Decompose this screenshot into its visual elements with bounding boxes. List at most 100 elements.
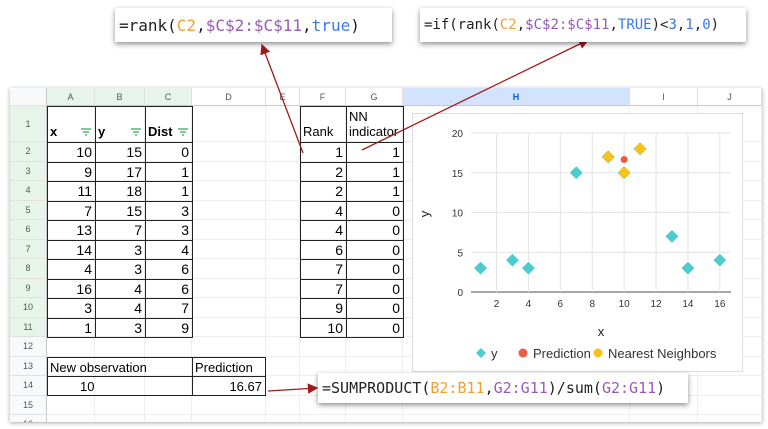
grid-cell[interactable] xyxy=(192,106,266,142)
grid-cell[interactable] xyxy=(192,142,266,162)
cell-rank[interactable]: 4 xyxy=(300,200,347,221)
grid-cell[interactable] xyxy=(346,298,403,318)
grid-cell[interactable] xyxy=(95,220,145,240)
grid-cell[interactable] xyxy=(192,181,266,201)
grid-cell[interactable] xyxy=(192,161,266,181)
grid-cell[interactable] xyxy=(346,200,403,220)
grid-cell[interactable] xyxy=(145,317,192,337)
new-observation-label[interactable]: New observation xyxy=(47,356,193,377)
cell-nn[interactable]: 0 xyxy=(346,259,404,280)
cell-rank[interactable]: 2 xyxy=(300,181,347,202)
cell-rank[interactable]: 7 xyxy=(300,278,347,299)
row-header-6[interactable]: 6 xyxy=(10,220,47,240)
row-header-7[interactable]: 7 xyxy=(10,239,47,259)
grid-cell[interactable] xyxy=(300,181,346,201)
cell-rank[interactable]: 1 xyxy=(300,142,347,163)
grid-cell[interactable] xyxy=(192,337,266,357)
cell-rank[interactable]: 4 xyxy=(300,220,347,241)
grid-cell[interactable] xyxy=(266,200,300,220)
grid-cell[interactable] xyxy=(145,395,192,415)
cell-y[interactable]: 17 xyxy=(95,161,146,182)
grid-cell[interactable] xyxy=(95,395,145,415)
header-cell-nn[interactable]: NN indicator xyxy=(346,106,404,143)
grid-cell[interactable] xyxy=(192,220,266,240)
row-header-8[interactable]: 8 xyxy=(10,259,47,279)
cell-x[interactable]: 1 xyxy=(47,317,96,338)
grid-cell[interactable] xyxy=(192,200,266,220)
row-header-1[interactable]: 1 xyxy=(10,106,47,142)
grid-cell[interactable] xyxy=(47,317,95,337)
grid-cell[interactable] xyxy=(95,278,145,298)
cell-x[interactable]: 13 xyxy=(47,220,96,241)
header-cell-dist[interactable]: Dist xyxy=(145,106,193,143)
column-header-D[interactable]: D xyxy=(192,88,266,106)
row-header-3[interactable]: 3 xyxy=(10,161,47,181)
cell-nn[interactable]: 0 xyxy=(346,317,404,338)
grid-cell[interactable] xyxy=(145,161,192,181)
grid-cell[interactable] xyxy=(95,161,145,181)
cell-nn[interactable]: 0 xyxy=(346,220,404,241)
grid-cell[interactable] xyxy=(47,239,95,259)
grid-cell[interactable] xyxy=(300,317,346,337)
cell-nn[interactable]: 1 xyxy=(346,181,404,202)
grid-cell[interactable] xyxy=(266,376,300,396)
cell-x[interactable]: 10 xyxy=(47,142,96,163)
row-header-9[interactable]: 9 xyxy=(10,278,47,298)
cell-dist[interactable]: 9 xyxy=(145,317,193,338)
grid-cell[interactable] xyxy=(300,259,346,279)
grid-cell[interactable] xyxy=(300,106,346,142)
cell-nn[interactable]: 0 xyxy=(346,278,404,299)
grid-cell[interactable] xyxy=(47,200,95,220)
grid-cell[interactable] xyxy=(300,200,346,220)
grid-cell[interactable] xyxy=(266,415,300,422)
cell-nn[interactable]: 1 xyxy=(346,161,404,182)
grid-cell[interactable] xyxy=(47,220,95,240)
grid-cell[interactable] xyxy=(47,298,95,318)
grid-cell[interactable] xyxy=(145,220,192,240)
select-all-corner[interactable] xyxy=(10,88,47,106)
row-header-4[interactable]: 4 xyxy=(10,181,47,201)
cell-y[interactable]: 3 xyxy=(95,239,146,260)
cell-dist[interactable]: 6 xyxy=(145,278,193,299)
cell-rank[interactable]: 7 xyxy=(300,259,347,280)
grid-cell[interactable] xyxy=(346,259,403,279)
grid-cell[interactable] xyxy=(192,317,266,337)
cell-nn[interactable]: 0 xyxy=(346,200,404,221)
grid-cell[interactable] xyxy=(192,259,266,279)
grid-cell[interactable] xyxy=(145,200,192,220)
grid-cell[interactable] xyxy=(145,356,192,376)
row-header-11[interactable]: 11 xyxy=(10,317,47,337)
grid-cell[interactable] xyxy=(47,278,95,298)
prediction-label[interactable]: Prediction xyxy=(192,356,266,377)
header-cell-rank[interactable]: Rank xyxy=(300,106,347,143)
cell-nn[interactable]: 0 xyxy=(346,239,404,260)
grid-cell[interactable] xyxy=(266,181,300,201)
grid-cell[interactable] xyxy=(266,337,300,357)
grid-cell[interactable] xyxy=(145,259,192,279)
grid-cell[interactable] xyxy=(145,239,192,259)
cell-dist[interactable]: 3 xyxy=(145,200,193,221)
grid-cell[interactable] xyxy=(346,317,403,337)
cell-dist[interactable]: 6 xyxy=(145,259,193,280)
grid-cell[interactable] xyxy=(403,395,630,415)
grid-cell[interactable] xyxy=(47,106,95,142)
cell-dist[interactable]: 4 xyxy=(145,239,193,260)
grid-cell[interactable] xyxy=(346,220,403,240)
scatter-chart[interactable]: 0 5 10 15 20 2 4 6 8 10 12 14 16 x y y Prediction Nearest… xyxy=(412,113,743,372)
column-header-A[interactable]: A xyxy=(47,88,95,106)
column-header-I[interactable]: I xyxy=(630,88,698,106)
filter-icon[interactable] xyxy=(178,128,188,136)
grid-cell[interactable] xyxy=(266,142,300,162)
grid-cell[interactable] xyxy=(192,395,266,415)
grid-cell[interactable] xyxy=(266,259,300,279)
header-cell-y[interactable]: y xyxy=(95,106,146,143)
cell-y[interactable]: 15 xyxy=(95,200,146,221)
cell-nn[interactable]: 0 xyxy=(346,298,404,319)
grid-cell[interactable] xyxy=(95,298,145,318)
grid-cell[interactable] xyxy=(47,395,95,415)
grid-cell[interactable] xyxy=(145,337,192,357)
grid-cell[interactable] xyxy=(192,278,266,298)
grid-cell[interactable] xyxy=(403,415,630,422)
cell-y[interactable]: 15 xyxy=(95,142,146,163)
column-header-H[interactable]: H xyxy=(403,88,630,106)
